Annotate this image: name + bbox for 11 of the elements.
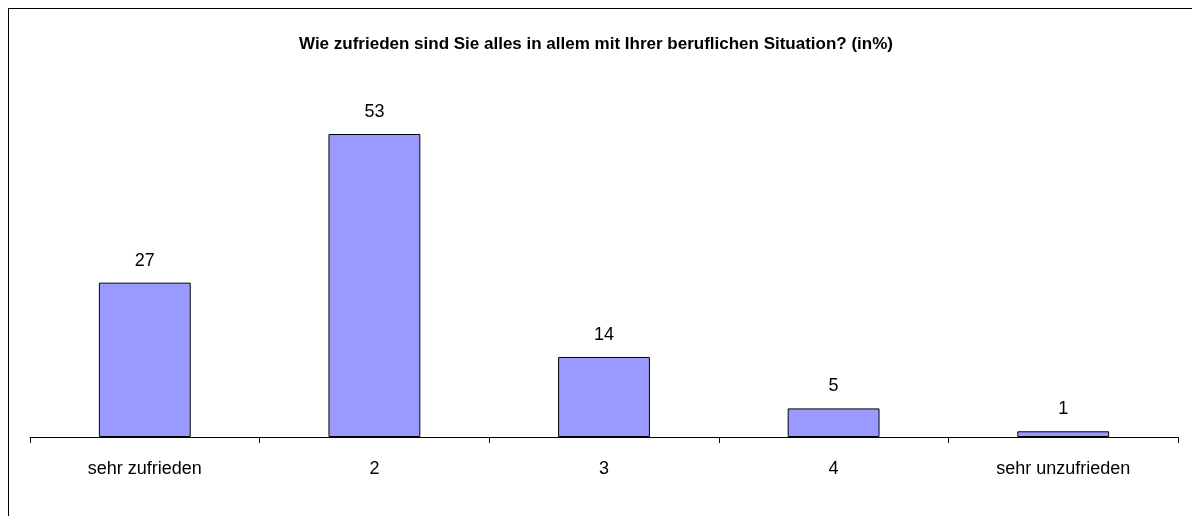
data-label: 1: [1058, 398, 1069, 419]
data-label: 5: [828, 375, 839, 396]
data-label: 14: [593, 323, 615, 344]
x-tick-label: sehr unzufrieden: [996, 458, 1131, 478]
chart-title: Wie zufrieden sind Sie alles in allem mit Ihrer beruflichen Situation? (in%): [298, 34, 894, 53]
x-tick-label: 2: [369, 458, 380, 478]
x-tick-label: sehr zufrieden: [87, 458, 202, 478]
x-tick-label: 3: [598, 458, 610, 478]
data-label: 27: [134, 249, 155, 270]
data-label: 53: [364, 101, 385, 122]
x-tick-label: 4: [828, 458, 839, 478]
